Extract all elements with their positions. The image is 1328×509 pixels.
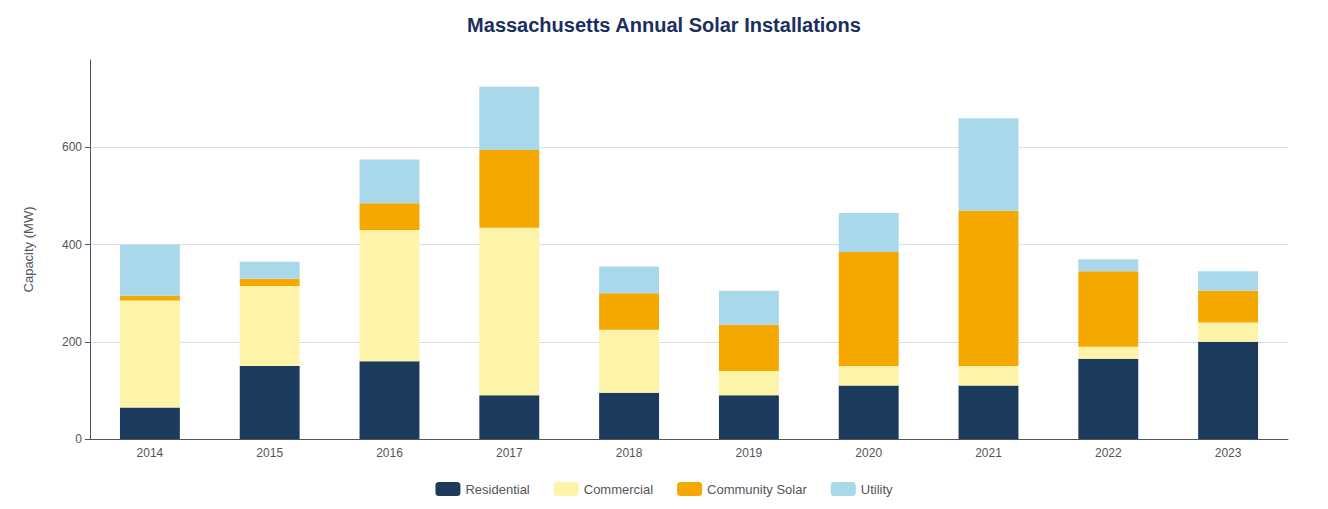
- svg-text:2020: 2020: [855, 446, 882, 460]
- svg-text:Residential: Residential: [465, 482, 529, 497]
- svg-text:2021: 2021: [975, 446, 1002, 460]
- svg-text:2019: 2019: [736, 446, 763, 460]
- svg-text:600: 600: [62, 140, 82, 154]
- svg-text:2018: 2018: [616, 446, 643, 460]
- svg-text:Commercial: Commercial: [584, 482, 653, 497]
- svg-text:Utility: Utility: [861, 482, 893, 497]
- svg-text:2014: 2014: [137, 446, 164, 460]
- svg-text:200: 200: [62, 335, 82, 349]
- svg-text:2016: 2016: [376, 446, 403, 460]
- svg-text:400: 400: [62, 238, 82, 252]
- svg-text:Massachusetts Annual Solar Ins: Massachusetts Annual Solar Installations: [467, 14, 861, 36]
- svg-text:2015: 2015: [256, 446, 283, 460]
- svg-text:2022: 2022: [1095, 446, 1122, 460]
- svg-text:Community Solar: Community Solar: [707, 482, 807, 497]
- svg-text:0: 0: [75, 432, 82, 446]
- svg-text:2017: 2017: [496, 446, 523, 460]
- svg-text:2023: 2023: [1215, 446, 1242, 460]
- svg-text:Capacity (MW): Capacity (MW): [21, 207, 36, 293]
